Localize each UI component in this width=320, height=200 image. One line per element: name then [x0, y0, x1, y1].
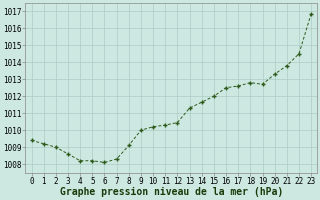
X-axis label: Graphe pression niveau de la mer (hPa): Graphe pression niveau de la mer (hPa)	[60, 187, 283, 197]
